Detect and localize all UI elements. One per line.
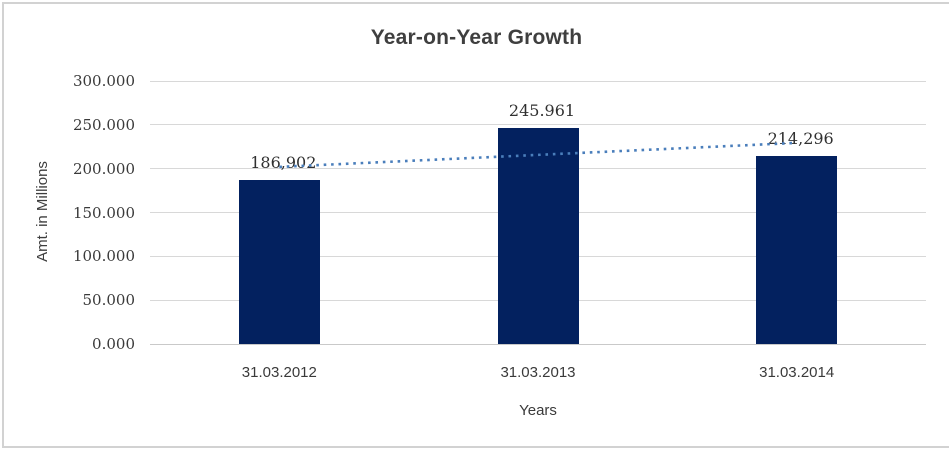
y-axis-tick-label: 300.000 [72,72,135,90]
x-axis-title: Years [519,402,557,419]
y-axis-tick-label: 250.000 [72,115,135,134]
bar-value-label: 186,902 [250,153,317,172]
x-axis-tick-label: 31.03.2014 [759,364,835,381]
bar-value-label: 245.961 [508,101,576,120]
gridline [150,80,926,82]
bar-31.03.2014 [756,156,838,344]
bar-31.03.2012 [238,180,320,344]
y-axis-tick-label: 150.000 [72,203,135,222]
gridline [150,124,926,126]
y-axis-tick-label: 200.000 [72,159,135,178]
x-axis-tick-label: 31.03.2012 [241,364,317,381]
chart-title: Year-on-Year Growth [370,26,583,49]
bar-31.03.2013 [497,128,579,344]
y-axis-tick-label: 50.000 [82,291,136,310]
trendline [279,141,797,169]
x-axis-tick-label: 31.03.2013 [500,364,576,381]
x-axis-line [150,343,926,345]
y-axis-tick-label: 100.000 [72,247,135,266]
y-axis-tick-label: 0.000 [92,335,135,353]
